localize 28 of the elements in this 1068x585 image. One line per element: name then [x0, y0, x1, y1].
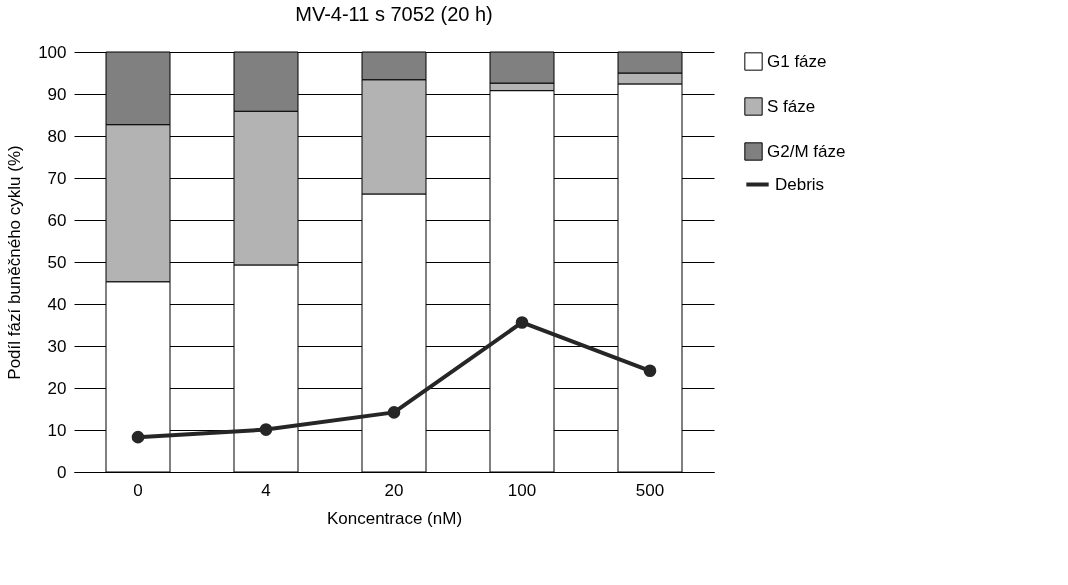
y-tick-label: 0	[57, 462, 67, 482]
point	[131, 430, 145, 444]
y-tick-label: 100	[38, 42, 67, 62]
legend-label: Debris	[775, 174, 825, 194]
x-tick-label: 100	[507, 480, 537, 500]
y-tick-label: 50	[47, 252, 67, 272]
point	[259, 423, 273, 436]
y-tick-label: 30	[47, 336, 67, 356]
y-tick-label: 80	[47, 126, 67, 146]
legend-label: G1 fáze	[767, 51, 827, 71]
chart-title: MV-4-11 s 7052 (20 h)	[295, 3, 493, 25]
y-tick-label: 10	[47, 420, 67, 440]
point	[643, 364, 657, 378]
point	[387, 406, 401, 419]
x-tick-label: 500	[635, 480, 665, 500]
y-tick-label: 70	[47, 168, 67, 188]
y-tick-label: 90	[47, 84, 67, 104]
y-tick-label: 40	[47, 294, 67, 314]
legend-label: G2/M fáze	[767, 141, 846, 161]
point	[515, 316, 529, 329]
x-axis-title: Koncentrace (nM)	[326, 508, 463, 528]
x-tick-label: 0	[133, 480, 143, 500]
x-tick-label: 4	[261, 480, 271, 500]
legend-label: S fáze	[767, 96, 816, 116]
y-axis-title: Podíl fází buněčného cyklu (%)	[5, 145, 25, 380]
y-tick-label: 60	[47, 210, 67, 230]
y-tick-label: 20	[47, 378, 67, 398]
x-tick-label: 20	[384, 480, 404, 500]
